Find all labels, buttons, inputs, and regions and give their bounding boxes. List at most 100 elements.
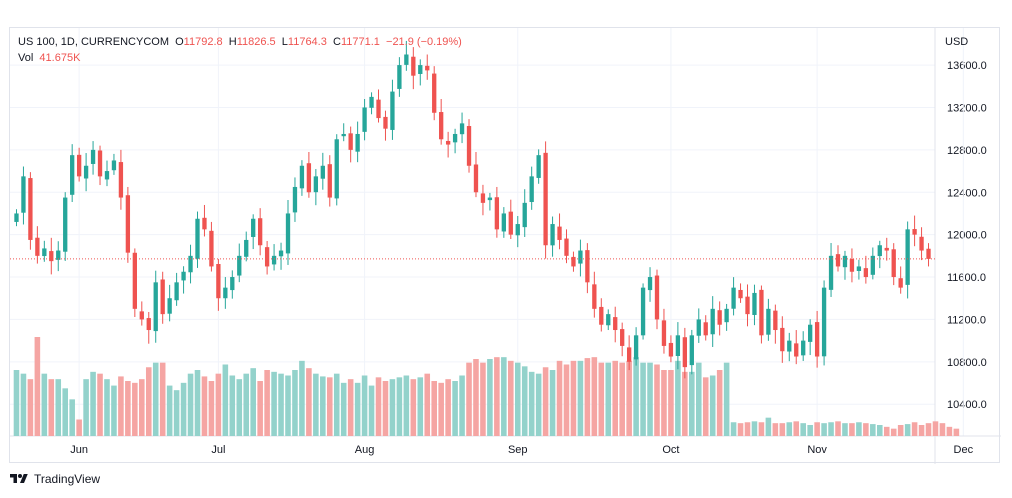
candle-body — [661, 320, 667, 346]
x-tick-label: Sep — [508, 444, 528, 456]
volume-bar — [737, 423, 744, 436]
candle-body — [515, 224, 520, 236]
volume-bar — [897, 425, 904, 436]
candle-body — [766, 308, 771, 335]
candle-body — [912, 229, 917, 235]
volume-bar — [62, 388, 69, 436]
volume-bar — [890, 428, 897, 436]
volume-bar — [584, 358, 591, 436]
volume-bar — [863, 423, 869, 436]
volume-bar — [946, 426, 953, 436]
y-tick-label: 11600.0 — [947, 272, 986, 284]
legend-high-label: H — [228, 36, 237, 48]
candle-body — [647, 277, 653, 291]
volume-bar — [111, 385, 117, 436]
volume-bar — [180, 382, 187, 436]
candle-body — [202, 217, 207, 230]
candle-body — [153, 282, 158, 332]
candle-body — [717, 310, 722, 325]
volume-bar — [215, 373, 222, 436]
volume-bar — [452, 381, 458, 436]
candle-body — [362, 107, 367, 132]
candle-body — [313, 176, 319, 193]
candle-body — [28, 178, 33, 240]
volume-bar — [758, 422, 765, 436]
volume-bar — [354, 382, 361, 436]
candle-body — [341, 133, 346, 137]
candle-body — [425, 65, 430, 71]
candle-body — [773, 310, 778, 331]
candle-body — [898, 278, 903, 288]
volume-bar — [326, 377, 333, 436]
volume-bar — [382, 381, 389, 436]
volume-bar — [76, 419, 82, 436]
candle-body — [529, 176, 534, 203]
candle-body — [285, 213, 291, 254]
candle-body — [320, 165, 325, 179]
legend-vol-label: Vol — [18, 52, 34, 64]
tradingview-logo-icon[interactable] — [9, 472, 29, 486]
candle-body — [278, 250, 284, 257]
candle-body — [626, 347, 632, 362]
candle-body — [863, 268, 869, 278]
candle-body — [633, 335, 639, 360]
volume-bar — [535, 373, 542, 436]
candle-body — [821, 287, 827, 357]
volume-bar — [152, 362, 159, 436]
candle-body — [369, 96, 374, 108]
volume-bar — [542, 367, 549, 436]
volume-bar — [403, 375, 410, 436]
volume-bar — [424, 373, 431, 436]
volume-bar — [800, 423, 806, 436]
volume-bar — [459, 375, 465, 436]
candle-body — [808, 324, 813, 342]
candle-body — [550, 224, 555, 246]
candle-body — [613, 317, 618, 331]
chart-frame: 10400.0 10800.0 11200.0 11600.0 12000.0 12400… — [9, 27, 1001, 464]
volume-bar — [514, 362, 521, 436]
candlestick-chart[interactable]: 10400.0 10800.0 11200.0 11600.0 12000.0 12400… — [10, 28, 1001, 464]
volume-bar — [716, 370, 723, 436]
volume-bar — [438, 382, 444, 436]
volume-bar — [668, 370, 674, 436]
volume-bar — [20, 373, 27, 436]
candle-body — [63, 197, 68, 252]
volume-bar — [104, 379, 110, 436]
volume-bar — [856, 422, 862, 436]
volume-bar — [661, 370, 667, 436]
volume-bar — [744, 422, 751, 436]
volume-bar — [83, 379, 89, 436]
footer-brand[interactable]: TradingView — [34, 472, 101, 486]
candle-body — [480, 193, 486, 203]
candle-body — [244, 239, 249, 257]
legend-symbol: US 100, 1D, CURRENCYCOM — [18, 36, 169, 48]
candle-body — [870, 255, 875, 275]
candle-body — [257, 218, 263, 246]
candle-body — [849, 259, 855, 272]
volume-bar — [807, 425, 813, 436]
volume-bar — [340, 382, 347, 436]
candle-body — [348, 133, 353, 150]
volume-bar — [612, 360, 619, 436]
candle-body — [56, 250, 61, 260]
volume-bar — [702, 377, 709, 436]
volume-bar — [236, 379, 243, 436]
volume-bar — [271, 371, 277, 436]
candle-body — [557, 226, 562, 240]
x-tick-label: Aug — [355, 444, 375, 456]
volume-bar — [299, 360, 305, 436]
volume-bar — [814, 422, 820, 436]
volume-bar — [13, 370, 20, 436]
volume-bar — [278, 373, 284, 436]
volume-bar — [480, 362, 486, 436]
volume-bar — [647, 362, 653, 436]
legend-vol-value: 41.675K — [39, 52, 81, 64]
candle-body — [759, 289, 764, 336]
volume-bar — [285, 375, 291, 436]
candle-body — [606, 314, 611, 326]
candle-body — [139, 311, 144, 320]
volume-bar — [159, 362, 166, 436]
candle-body — [181, 271, 186, 281]
candle-body — [104, 171, 110, 180]
volume-bar — [932, 421, 939, 436]
